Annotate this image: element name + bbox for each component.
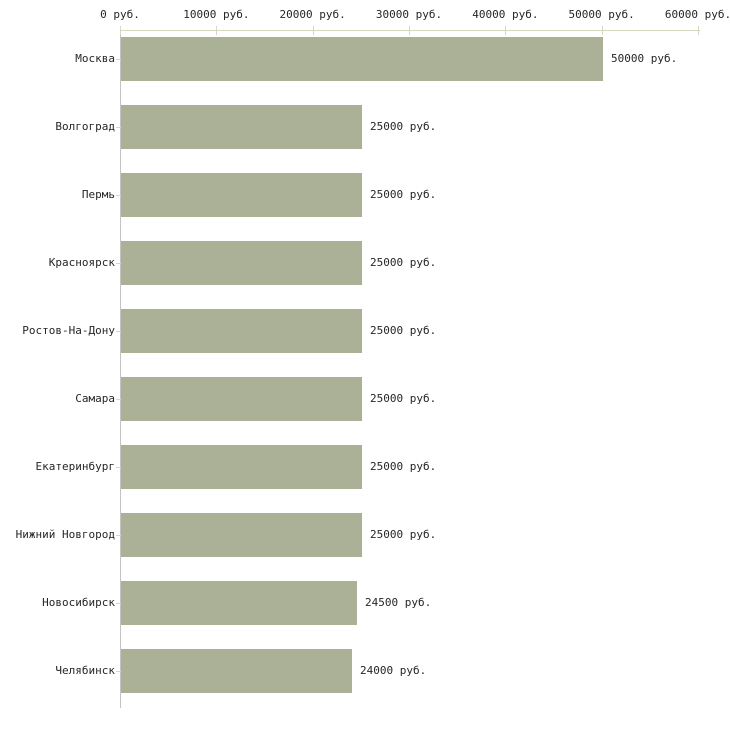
bar [121,513,362,557]
x-tick-mark [312,26,314,35]
category-label: Новосибирск [42,596,115,609]
value-label: 25000 руб. [370,392,437,405]
value-label: 24500 руб. [365,596,432,609]
y-tick-mark [116,331,124,332]
x-tick-label: 20000 руб. [279,8,346,21]
category-label: Самара [75,392,115,405]
x-tick-mark [216,26,218,35]
y-tick-mark [116,127,124,128]
x-tick-label: 10000 руб. [183,8,250,21]
x-tick-mark [120,26,121,35]
y-axis-baseline [120,30,121,708]
value-label: 25000 руб. [370,460,437,473]
value-label: 25000 руб. [370,188,437,201]
value-label: 25000 руб. [370,528,437,541]
bar [121,649,352,693]
x-tick-mark [409,26,410,35]
x-tick-label: 30000 руб. [375,8,443,21]
y-tick-mark [116,399,124,400]
bar [121,445,362,489]
y-tick-mark [116,263,124,264]
category-label: Екатеринбург [35,460,115,473]
x-tick-label: 60000 руб. [664,8,730,21]
category-label: Волгоград [55,120,115,133]
x-tick-label: 50000 руб. [568,8,635,21]
y-tick-mark [116,535,124,536]
value-label: 25000 руб. [370,324,437,337]
x-tick-mark [601,26,603,35]
y-tick-mark [116,671,124,672]
bar [121,241,362,285]
category-label: Пермь [81,188,115,201]
x-tick-mark [505,26,507,35]
category-label: Челябинск [55,664,115,677]
x-tick-label: 40000 руб. [472,8,539,21]
category-label: Ростов-На-Дону [22,324,115,337]
bar [121,173,362,217]
value-label: 25000 руб. [370,120,437,133]
y-tick-mark [116,603,124,604]
bar [121,309,362,353]
y-tick-mark [116,59,124,60]
value-label: 50000 руб. [611,52,678,65]
category-label: Красноярск [48,256,115,269]
x-tick-label: 0 руб. [100,8,140,21]
y-tick-mark [116,195,124,196]
x-axis-line [120,30,700,31]
category-label: Москва [75,52,115,65]
bar [121,105,362,149]
bar [121,377,362,421]
x-tick-mark [698,26,699,35]
bar [121,581,357,625]
bar [121,37,603,81]
category-label: Нижний Новгород [15,528,115,541]
y-tick-mark [116,467,124,468]
value-label: 24000 руб. [360,664,427,677]
value-label: 25000 руб. [370,256,437,269]
